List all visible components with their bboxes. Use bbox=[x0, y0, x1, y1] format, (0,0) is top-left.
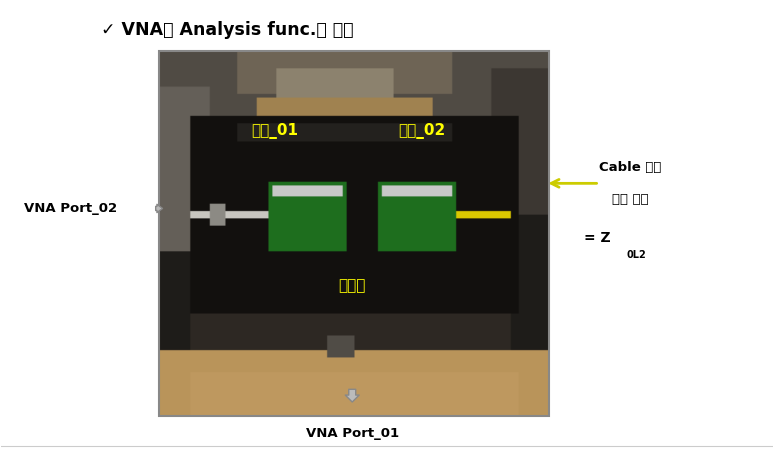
Text: 송신부: 송신부 bbox=[338, 278, 366, 294]
Text: Cable 통해: Cable 통해 bbox=[599, 161, 662, 174]
Bar bbox=[159, 51, 550, 416]
Text: = Z: = Z bbox=[584, 231, 611, 245]
Text: 0L2: 0L2 bbox=[626, 250, 646, 260]
Text: 수신_02: 수신_02 bbox=[398, 123, 445, 139]
Text: VNA Port_02: VNA Port_02 bbox=[24, 202, 117, 215]
Text: 저항 연결: 저항 연결 bbox=[612, 193, 649, 206]
Text: VNA Port_01: VNA Port_01 bbox=[306, 427, 399, 440]
Text: 수신_01: 수신_01 bbox=[252, 123, 299, 139]
Text: ✓ VNA의 Analysis func.을 사용: ✓ VNA의 Analysis func.을 사용 bbox=[101, 22, 354, 39]
